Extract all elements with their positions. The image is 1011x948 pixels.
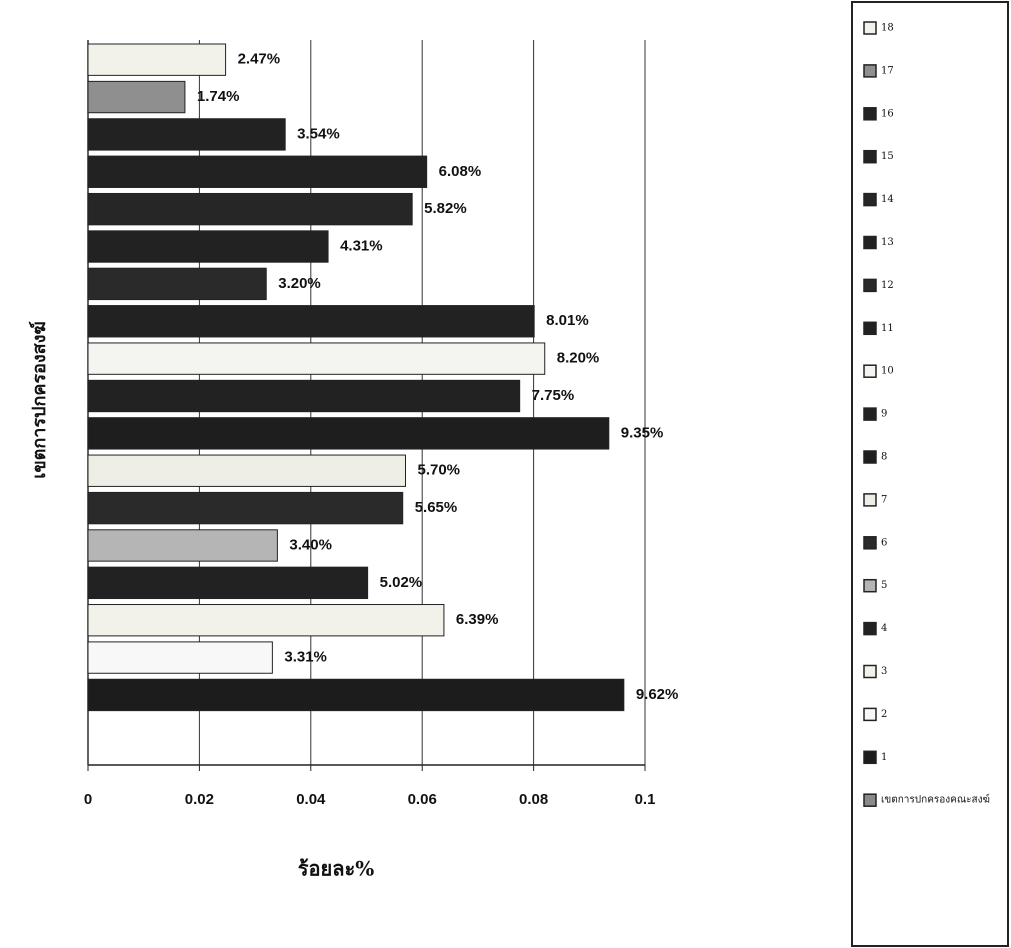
- legend-swatch: [863, 578, 877, 593]
- legend-swatch: [863, 407, 877, 421]
- bar: [87, 230, 329, 263]
- legend-label: 12: [881, 280, 894, 291]
- legend-swatch: [863, 235, 877, 250]
- value-label: 7.75%: [532, 387, 575, 404]
- legend-label: 13: [881, 237, 894, 248]
- legend-swatch: [863, 750, 877, 765]
- legend-label: 6: [881, 537, 887, 548]
- legend-label: 14: [881, 194, 894, 205]
- legend-label: 9: [881, 409, 887, 420]
- legend-swatch: [863, 364, 877, 378]
- value-label: 2.47%: [238, 51, 281, 68]
- legend-label: 17: [881, 65, 894, 76]
- legend-label: 3: [881, 666, 887, 677]
- value-label: 5.82%: [424, 200, 467, 217]
- legend-swatch: [863, 321, 877, 336]
- legend-label: 11: [881, 323, 894, 334]
- bar: [87, 379, 521, 413]
- value-label: 8.01%: [546, 312, 589, 329]
- bar: [87, 454, 406, 487]
- bar: [87, 267, 267, 301]
- x-tick-label: 0: [84, 791, 92, 808]
- legend-box: [851, 1, 1009, 947]
- y-axis-label: เขตการปกครองสงฆ์: [28, 321, 50, 479]
- x-tick-label: 0.02: [185, 791, 214, 808]
- legend-label: 7: [881, 494, 887, 505]
- value-label: 9.62%: [636, 686, 679, 703]
- legend-swatch: [863, 192, 877, 207]
- bar: [87, 43, 227, 76]
- legend-swatch: [863, 493, 877, 507]
- bar: [87, 80, 186, 114]
- legend-swatch: [863, 450, 877, 464]
- x-axis-label: ร้อยละ%: [298, 857, 374, 881]
- value-label: 8.20%: [557, 350, 600, 367]
- legend-swatch: [863, 278, 877, 293]
- bar: [87, 417, 610, 450]
- bar: [87, 192, 413, 226]
- value-label: 4.31%: [340, 237, 383, 254]
- value-label: 6.39%: [456, 611, 499, 628]
- legend-swatch: [863, 149, 877, 164]
- legend-label: 10: [881, 366, 894, 377]
- bar: [87, 604, 445, 637]
- legend-swatch: [863, 64, 877, 78]
- value-label: 9.35%: [621, 424, 664, 441]
- x-tick-label: 0.08: [519, 791, 548, 808]
- value-label: 3.31%: [284, 649, 327, 666]
- bar: [87, 641, 273, 674]
- legend-label: 4: [881, 623, 887, 634]
- value-label: 3.40%: [289, 536, 332, 553]
- legend-swatch: [863, 107, 877, 121]
- bar: [87, 491, 404, 525]
- legend-swatch: [863, 707, 877, 722]
- bar: [87, 566, 369, 600]
- value-label: 5.65%: [415, 499, 458, 516]
- x-tick-label: 0.1: [635, 791, 656, 808]
- legend-swatch: [863, 621, 877, 636]
- legend-swatch: [863, 536, 877, 550]
- value-label: 5.02%: [380, 574, 423, 591]
- value-label: 6.08%: [439, 163, 482, 180]
- legend-label: 1: [881, 752, 887, 763]
- bar: [87, 529, 278, 562]
- legend-swatch: [863, 21, 877, 35]
- bar: [87, 342, 546, 375]
- legend-label: 5: [881, 580, 887, 591]
- value-label: 3.54%: [297, 125, 340, 142]
- x-tick-label: 0.06: [408, 791, 437, 808]
- legend-label: 2: [881, 709, 887, 720]
- legend-swatch: [863, 793, 877, 807]
- legend-swatch: [863, 664, 877, 679]
- bar: [87, 155, 428, 188]
- legend-label: 16: [881, 108, 894, 119]
- value-label: 5.70%: [417, 462, 460, 479]
- legend-label: 18: [881, 23, 894, 34]
- legend-label: 8: [881, 452, 887, 463]
- legend-label: 15: [881, 151, 894, 162]
- value-label: 3.20%: [278, 275, 321, 292]
- bar: [87, 305, 535, 338]
- bar: [87, 118, 286, 151]
- bar: [87, 678, 625, 712]
- value-label: 1.74%: [197, 88, 240, 105]
- legend-label: เขตการปกครองคณะสงฆ์: [881, 794, 990, 806]
- x-tick-label: 0.04: [296, 791, 326, 808]
